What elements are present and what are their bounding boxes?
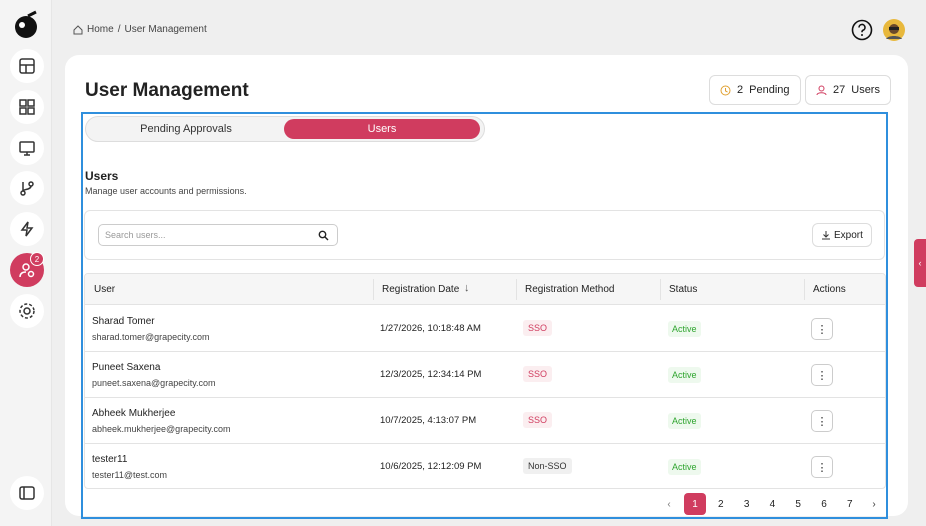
side-drawer-toggle[interactable]: ‹ — [914, 239, 926, 287]
avatar[interactable] — [883, 19, 905, 41]
pending-label: Pending — [749, 84, 790, 96]
row-actions[interactable]: ⋮ — [811, 318, 833, 340]
sidebar: 2 — [0, 0, 52, 526]
tab-bar: Pending Approvals Users — [85, 116, 485, 142]
section-title: Users — [85, 169, 119, 183]
column-header: Registration Date — [382, 284, 460, 295]
users-label: Users — [851, 84, 880, 96]
nav-monitor[interactable] — [10, 131, 44, 165]
user-name: Sharad Tomer — [92, 316, 155, 327]
breadcrumb-current: User Management — [124, 24, 207, 35]
breadcrumb-separator: / — [117, 24, 121, 35]
column-divider — [516, 279, 517, 300]
nav-flash[interactable] — [10, 212, 44, 246]
row-divider — [85, 351, 885, 352]
registration-date: 12/3/2025, 12:34:14 PM — [380, 369, 482, 380]
page-button[interactable]: 1 — [684, 493, 706, 515]
search-placeholder: Search users... — [105, 230, 166, 240]
breadcrumb-home[interactable]: Home — [87, 24, 114, 35]
nav-badge: 2 — [30, 252, 44, 266]
search-input[interactable]: Search users... — [98, 224, 338, 246]
nav-apps[interactable] — [10, 90, 44, 124]
nav-dashboard[interactable] — [10, 49, 44, 83]
row-actions[interactable]: ⋮ — [811, 456, 833, 478]
export-button[interactable]: Export — [812, 223, 872, 247]
column-header: User — [94, 284, 116, 295]
user-name: Abheek Mukherjee — [92, 408, 176, 419]
tab-users[interactable]: Users — [284, 119, 480, 139]
user-email: puneet.saxena@grapecity.com — [92, 378, 216, 388]
method-tag: Non-SSO — [523, 458, 572, 474]
page-button[interactable]: 2 — [718, 498, 724, 510]
user-name: Puneet Saxena — [92, 362, 161, 373]
export-label: Export — [834, 229, 863, 241]
page-prev[interactable]: ‹ — [667, 498, 671, 510]
status-tag: Active — [668, 367, 701, 383]
row-actions[interactable]: ⋮ — [811, 364, 833, 386]
users-button[interactable]: 27 Users — [805, 75, 891, 105]
page-button[interactable]: 6 — [821, 498, 827, 510]
users-table: User Registration Date Registration Method… — [84, 273, 886, 489]
row-actions[interactable]: ⋮ — [811, 410, 833, 432]
status-tag: Active — [668, 321, 701, 337]
registration-date: 10/7/2025, 4:13:07 PM — [380, 415, 477, 426]
page-button[interactable]: 3 — [743, 498, 750, 510]
column-header: Status — [669, 284, 698, 295]
method-tag: SSO — [523, 366, 553, 382]
method-tag: SSO — [523, 320, 553, 336]
column-header: Actions — [813, 284, 846, 295]
row-divider — [85, 397, 885, 398]
registration-date: 1/27/2026, 10:18:48 AM — [380, 323, 481, 334]
column-divider — [660, 279, 661, 300]
page-next[interactable]: › — [872, 498, 876, 510]
page-button[interactable]: 4 — [769, 498, 776, 510]
table-header — [85, 274, 885, 305]
toolbar — [84, 210, 885, 260]
pending-count: 2 — [737, 84, 744, 96]
user-email: tester11@test.com — [92, 470, 167, 480]
help-icon[interactable] — [851, 19, 873, 41]
pending-button[interactable]: 2 Pending — [709, 75, 801, 105]
row-divider — [85, 443, 885, 444]
status-tag: Active — [668, 459, 701, 475]
section-subtitle: Manage user accounts and permissions. — [85, 186, 247, 196]
user-name: tester11 — [92, 454, 128, 465]
page-button[interactable]: 5 — [795, 498, 801, 510]
page-title: User Management — [85, 80, 249, 101]
column-header: Registration Method — [525, 284, 615, 295]
breadcrumb: Home / User Management — [73, 24, 207, 35]
user-email: sharad.tomer@grapecity.com — [92, 332, 210, 342]
nav-git[interactable] — [10, 171, 44, 205]
column-divider — [804, 279, 805, 300]
user-email: abheek.mukherjee@grapecity.com — [92, 424, 231, 434]
sort-icon[interactable]: ↓ — [464, 282, 470, 294]
logo — [15, 10, 37, 38]
tab-pending[interactable]: Pending Approvals — [140, 123, 232, 135]
method-tag: SSO — [523, 412, 553, 428]
nav-collapse[interactable] — [10, 476, 44, 510]
page-button[interactable]: 7 — [847, 498, 853, 510]
nav-settings[interactable] — [10, 294, 44, 328]
registration-date: 10/6/2025, 12:12:09 PM — [380, 461, 482, 472]
column-divider — [373, 279, 374, 300]
status-tag: Active — [668, 413, 701, 429]
users-count: 27 — [833, 84, 846, 96]
